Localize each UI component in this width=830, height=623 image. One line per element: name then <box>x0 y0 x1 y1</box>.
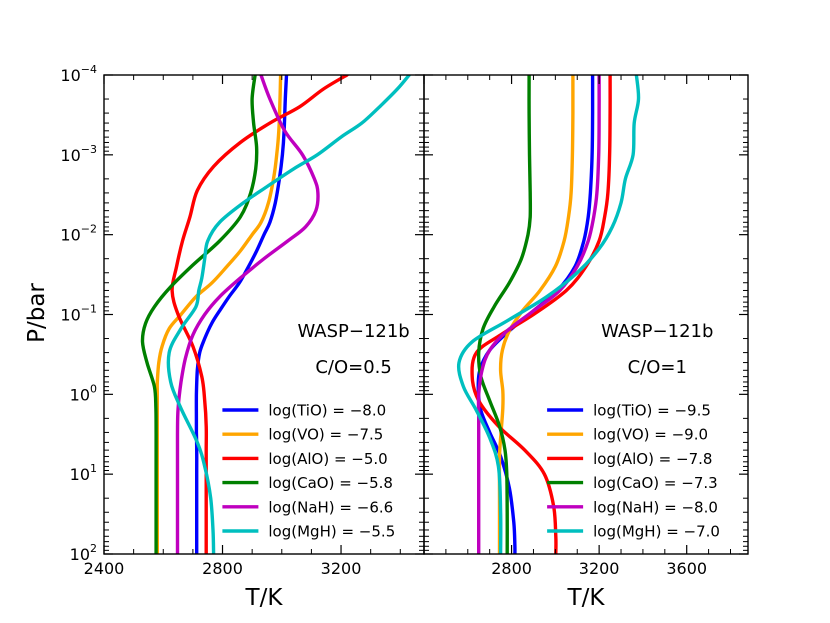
y-tick-label: 102 <box>70 542 97 564</box>
x-tick-label: 3200 <box>579 559 620 578</box>
legend-label: log(VO) = −7.5 <box>268 426 383 444</box>
series-group <box>140 75 411 554</box>
series-line-1-4 <box>476 75 601 554</box>
x-tick-label: 3600 <box>666 559 707 578</box>
annotation-line: C/O=0.5 <box>315 357 392 378</box>
legend-label: log(TiO) = −8.0 <box>268 402 386 420</box>
y-tick-label: 100 <box>70 382 97 404</box>
legend-label: log(AlO) = −5.0 <box>268 450 387 468</box>
series-line-0-2 <box>170 75 349 554</box>
legend-label: log(AlO) = −7.8 <box>593 450 712 468</box>
x-tick-label: 2800 <box>491 559 532 578</box>
y-tick-label: 10−3 <box>60 143 97 165</box>
x-tick-label: 2400 <box>84 559 125 578</box>
legend-label: log(MgH) = −7.0 <box>593 523 720 541</box>
legend-label: log(NaH) = −6.6 <box>268 498 393 516</box>
legend-label: log(NaH) = −8.0 <box>593 498 718 516</box>
series-line-1-3 <box>476 75 533 554</box>
y-tick-label: 10−2 <box>60 223 97 245</box>
y-tick-label: 10−4 <box>60 63 97 85</box>
legend-label: log(CaO) = −7.3 <box>593 474 718 492</box>
y-axis-label: P/bar <box>24 283 50 343</box>
annotation-line: WASP−121b <box>601 321 713 342</box>
legend-label: log(TiO) = −9.5 <box>593 402 711 420</box>
legend-label: log(CaO) = −5.8 <box>268 474 393 492</box>
legend-label: log(MgH) = −5.5 <box>268 523 395 541</box>
series-line-0-4 <box>175 75 320 554</box>
series-line-1-5 <box>456 75 641 554</box>
series-group <box>456 75 641 554</box>
legend-label: log(VO) = −9.0 <box>593 426 708 444</box>
y-tick-label: 101 <box>70 462 97 484</box>
x-axis-label: T/K <box>245 585 284 611</box>
annotation-line: WASP−121b <box>297 321 409 342</box>
panel-co-1: 2800 3200 3600 T/K WASP−121b C/O=1 log(TiO) = … <box>423 74 749 611</box>
series-line-0-5 <box>166 75 411 554</box>
x-tick-label: 3200 <box>321 559 362 578</box>
annotation-line: C/O=1 <box>628 357 687 378</box>
series-line-0-3 <box>140 75 259 554</box>
y-tick-label: 10−1 <box>60 303 97 325</box>
series-line-1-2 <box>470 75 612 554</box>
x-axis-label: T/K <box>567 585 606 611</box>
x-tick-label: 2800 <box>202 559 243 578</box>
